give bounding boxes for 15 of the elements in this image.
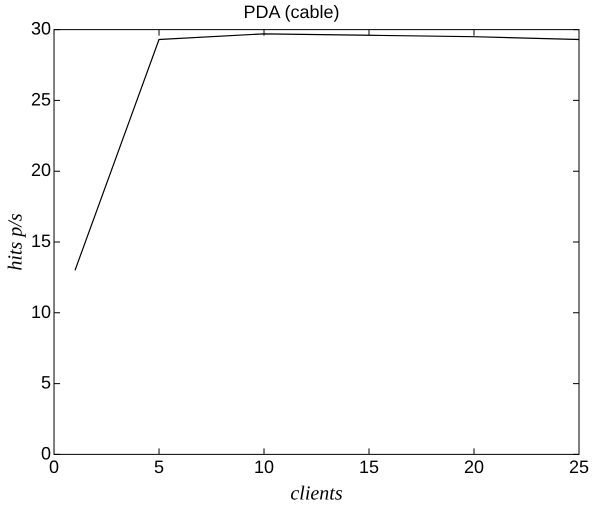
x-tick-label: 25 [568,457,590,478]
chart-title: PDA (cable) [243,2,340,22]
x-tick-label: 15 [358,457,380,478]
x-axis-title: clients [290,482,343,504]
y-tick-label: 0 [41,443,52,464]
y-axis-title: hits p/s [4,213,26,271]
y-tick-label: 25 [30,89,52,110]
y-tick-label: 30 [30,18,52,39]
y-tick-label: 10 [30,302,52,322]
x-tick-label: 10 [254,457,274,478]
x-tick-label: 5 [154,457,164,478]
y-tick-label: 5 [41,372,52,393]
x-tick-label: 20 [464,457,484,478]
y-tick-label: 20 [30,160,52,180]
y-tick-label: 15 [30,230,52,251]
